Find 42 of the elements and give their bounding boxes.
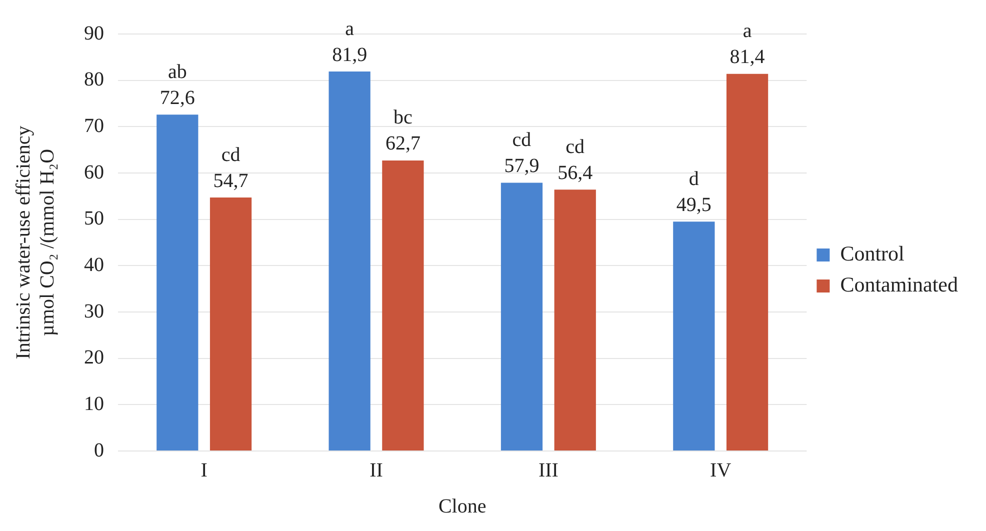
annotation: cd — [566, 136, 585, 158]
annotation: ab — [168, 60, 187, 83]
x-tick-label: II — [370, 459, 383, 482]
y-tick-label: 80 — [84, 68, 104, 91]
bar — [382, 160, 424, 450]
y-tick-label: 90 — [84, 22, 104, 44]
y-tick-label: 40 — [84, 254, 104, 276]
annotation: bc — [394, 106, 412, 129]
legend-label: Contaminated — [840, 272, 958, 297]
bar — [328, 72, 370, 450]
y-tick-label: 50 — [84, 208, 104, 230]
x-tick-label: I — [200, 459, 208, 482]
annotation: a — [742, 20, 752, 42]
annotation: a — [345, 18, 354, 40]
bar — [210, 198, 252, 450]
y-tick-label: 0 — [94, 439, 104, 462]
x-axis-title: Clone — [438, 495, 486, 518]
x-tick-label: IV — [710, 459, 732, 482]
data-label: 62,7 — [385, 132, 420, 155]
y-axis-title: Intrinsic water-use efficiency µmol CO₂ /(mmol H₂O — [12, 126, 58, 360]
y-tick-label: 60 — [84, 161, 104, 184]
data-label: 54,7 — [213, 170, 248, 192]
bar — [500, 182, 543, 450]
x-tick-label: III — [538, 459, 558, 482]
annotation: cd — [221, 144, 240, 166]
bar — [673, 222, 715, 450]
data-label: 81,9 — [332, 44, 368, 66]
y-tick-label: 10 — [84, 392, 104, 415]
data-label: 72,6 — [160, 86, 195, 109]
bar — [554, 190, 596, 450]
data-label: 56,4 — [558, 162, 593, 184]
annotation: d — [688, 168, 699, 190]
bar — [726, 74, 768, 450]
data-label: 81,4 — [730, 46, 765, 68]
data-label: 49,5 — [676, 194, 712, 216]
y-tick-label: 30 — [84, 300, 104, 322]
annotation: cd — [512, 128, 532, 151]
legend-label: Control — [840, 242, 905, 266]
y-tick-label: 20 — [84, 346, 104, 369]
y-tick-label: 70 — [84, 114, 104, 137]
data-label: 57,9 — [504, 154, 540, 177]
bar — [156, 114, 198, 450]
